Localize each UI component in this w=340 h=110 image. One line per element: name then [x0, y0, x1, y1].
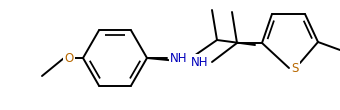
Text: S: S — [291, 61, 299, 74]
Text: NH: NH — [170, 51, 188, 64]
Text: O: O — [64, 51, 74, 64]
Text: NH: NH — [191, 56, 209, 69]
